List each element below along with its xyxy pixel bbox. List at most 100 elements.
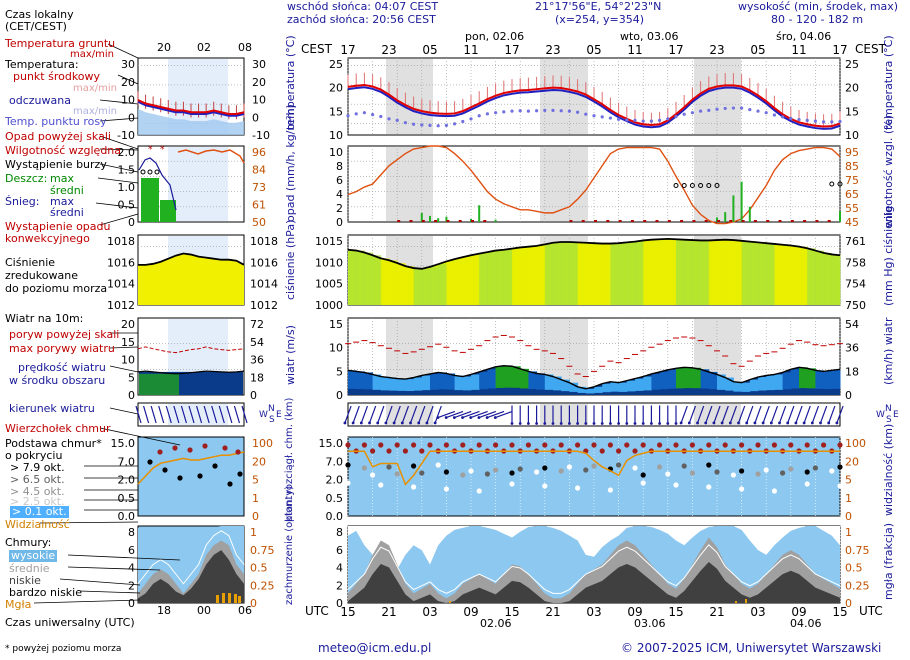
legend-soil-temp: Temperatura gruntu	[5, 37, 116, 50]
mini-storm-marker	[147, 169, 153, 175]
legend-leader-line	[109, 407, 139, 415]
wind-dir-arrow	[437, 410, 456, 419]
legend-mid-point: punkt środkowy	[13, 70, 101, 83]
bottom-hour: 15	[668, 605, 683, 619]
dew-point-dot	[592, 114, 596, 118]
bottom-hour: 09	[627, 605, 642, 619]
mini-fog-tick: 1	[250, 526, 257, 539]
cloud-base-low-dot	[739, 486, 745, 492]
precip-tick: 4	[336, 188, 343, 201]
wind-dir-head	[827, 421, 831, 425]
cloud-top-dot	[722, 442, 728, 448]
wind-dir-head	[658, 422, 661, 425]
fog-tick: 1	[845, 526, 852, 539]
dew-point-dot	[526, 109, 531, 113]
cloud-top-dot	[575, 442, 581, 448]
pressure-color-band	[438, 264, 447, 305]
wind-speed-band	[610, 381, 620, 392]
wind-dir-head	[786, 421, 790, 425]
cloud-base-low-dot	[443, 486, 449, 492]
cloud-base-dot	[583, 467, 589, 473]
legend-storm: Wystąpienie burzy	[5, 158, 107, 171]
pressure-tick: 1005	[315, 278, 343, 291]
cloud-base-low-dot	[804, 481, 810, 487]
dew-point-dot	[584, 112, 588, 116]
day-bottom-2: 03.06	[634, 617, 666, 630]
temp-tick: 25	[329, 58, 343, 71]
wind-dir-head	[650, 422, 653, 425]
dew-point-dot	[723, 106, 727, 111]
label-wind-right: (km/h) wiatr	[882, 317, 895, 385]
bottom-hour: 15	[504, 605, 519, 619]
cloud-base-dot	[460, 472, 466, 478]
footer-copyright: © 2007-2025 ICM, Uniwersytet Warszawski	[621, 641, 882, 655]
wind-dir-head	[351, 421, 355, 425]
mini-bottom-hour-2: 00	[197, 604, 211, 617]
wind-dir-arrow	[688, 405, 697, 424]
sunset-text: zachód słońca: 20:56 CEST	[287, 13, 436, 26]
top-hour: 11	[463, 43, 478, 57]
cloud-top-dot	[837, 442, 843, 448]
legend-leader-line	[99, 135, 139, 150]
wind-dir-head	[728, 421, 732, 425]
wind-dir-head	[392, 421, 396, 425]
dew-point-dot	[535, 109, 539, 113]
wind-dir-head	[400, 421, 404, 425]
cloud-base-dot	[468, 468, 474, 474]
wind-dir-head	[584, 422, 588, 425]
fog-tick: 0.5	[845, 562, 863, 575]
temp-tick-r: 15	[845, 105, 859, 118]
storm-marker	[714, 183, 720, 189]
pressure-color-band	[790, 245, 800, 305]
mini-wind-dir-arrow	[211, 405, 218, 424]
wind-dir-head	[535, 422, 538, 425]
day-top-2: wto, 03.06	[620, 30, 679, 43]
wind-speed-band	[471, 374, 480, 390]
dew-point-dot	[789, 116, 793, 121]
legend-leader-line	[99, 427, 181, 446]
clouds-tick: 8	[336, 526, 343, 539]
wind-dir-head	[712, 421, 716, 425]
pressure-color-band	[348, 249, 357, 305]
wind-speed-band	[544, 374, 554, 390]
wind-dir-head	[835, 421, 839, 425]
mini-cloud-top-dot	[202, 443, 208, 449]
mini-dew-area	[138, 108, 244, 135]
cloud-base-dot	[689, 470, 696, 476]
mini-pressure-fill	[138, 253, 244, 305]
cloud-base-dot	[484, 471, 490, 477]
wind-dir-head	[510, 422, 514, 425]
legend-okt-4: > 2.5 okt.	[10, 495, 65, 508]
wind-dir-head	[745, 421, 749, 425]
mini-storm-marker	[140, 169, 146, 175]
cloudbase-tick: 0.0	[326, 510, 344, 523]
top-hour: 23	[709, 43, 724, 57]
clouds-tick: 6	[336, 544, 343, 557]
legend-felt: odczuwana	[9, 94, 71, 107]
compass-w: W	[876, 410, 885, 420]
cloud-base-dot	[566, 464, 573, 470]
legend-rain-mean: średni	[50, 184, 84, 197]
rain-bar	[429, 215, 431, 222]
storm-marker	[673, 183, 679, 189]
legend-leader-line	[33, 599, 141, 604]
top-hour: 11	[791, 43, 806, 57]
pressure-color-band	[536, 245, 546, 305]
wind-dir-arrow	[836, 405, 844, 424]
dew-point-dot	[395, 118, 399, 122]
altitude-values: 80 - 120 - 182 m	[771, 13, 864, 26]
legend-conv2: konwekcyjnego	[5, 232, 90, 245]
footer-email[interactable]: meteo@icm.edu.pl	[318, 641, 432, 655]
dew-point-dot	[813, 119, 818, 123]
night-band	[386, 59, 433, 134]
label-clouds-left: zachmurzenie (oktanty)	[284, 485, 295, 605]
dew-point-dot	[346, 114, 350, 118]
dew-point-dot	[600, 115, 604, 119]
legend-leader-line	[95, 202, 139, 209]
temp-tick: 15	[329, 105, 343, 118]
mini-cloud-base-dot	[237, 471, 243, 477]
wind-dir-arrow	[385, 405, 393, 424]
pressure-color-band	[430, 266, 439, 305]
mini-bottom-hour-1: 18	[157, 604, 171, 617]
compass-s: S	[886, 415, 892, 425]
